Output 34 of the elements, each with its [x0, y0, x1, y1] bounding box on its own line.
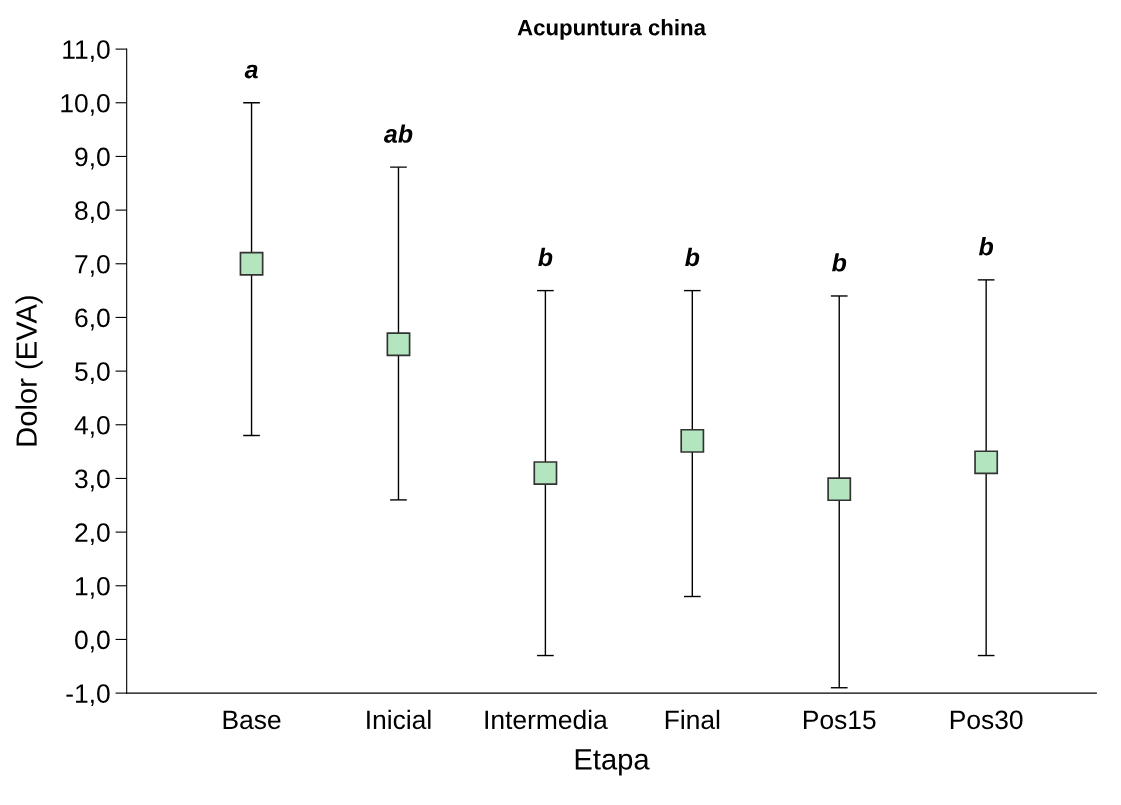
point	[974, 450, 999, 475]
y-tick-label: 5,0	[75, 362, 110, 385]
point	[827, 477, 852, 502]
point	[533, 461, 558, 486]
annotation: ab	[384, 124, 413, 143]
y-tick-label: -1,0	[66, 684, 110, 707]
y-tick-label: 10,0	[61, 93, 110, 116]
y-tick-label: 4,0	[74, 415, 110, 438]
y-tick-label: 0,0	[75, 630, 110, 653]
point	[239, 251, 264, 276]
annotation: b	[685, 247, 700, 267]
chart-title: Acupuntura china	[517, 19, 707, 40]
y-tick-label: 6,0	[75, 308, 110, 331]
x-tick-label: Intermedia	[485, 709, 608, 730]
y-axis-title: Dolor (EVA)	[15, 296, 43, 446]
x-tick-label: Inicial	[367, 709, 431, 730]
x-tick-label: Final	[665, 709, 720, 730]
y-tick-label: 2,0	[75, 523, 110, 546]
y-tick-label: 9,0	[75, 147, 110, 170]
annotation: a	[244, 64, 258, 79]
y-tick-label: 1,0	[76, 576, 110, 599]
y-tick-label: 7,0	[75, 254, 110, 277]
annotation: b	[538, 247, 553, 267]
x-tick-label: Base	[223, 710, 281, 730]
x-axis-title: Etapa	[575, 749, 650, 776]
y-tick-label: 11,0	[63, 40, 110, 63]
annotation: b	[978, 237, 994, 256]
x-tick-label: Pos30	[950, 710, 1023, 730]
point	[386, 332, 411, 357]
y-tick-label: 8,0	[75, 201, 110, 224]
point	[680, 428, 705, 453]
annotation: b	[832, 253, 847, 272]
y-tick-label: 3,0	[75, 469, 110, 492]
x-tick-label: Pos15	[803, 710, 876, 730]
